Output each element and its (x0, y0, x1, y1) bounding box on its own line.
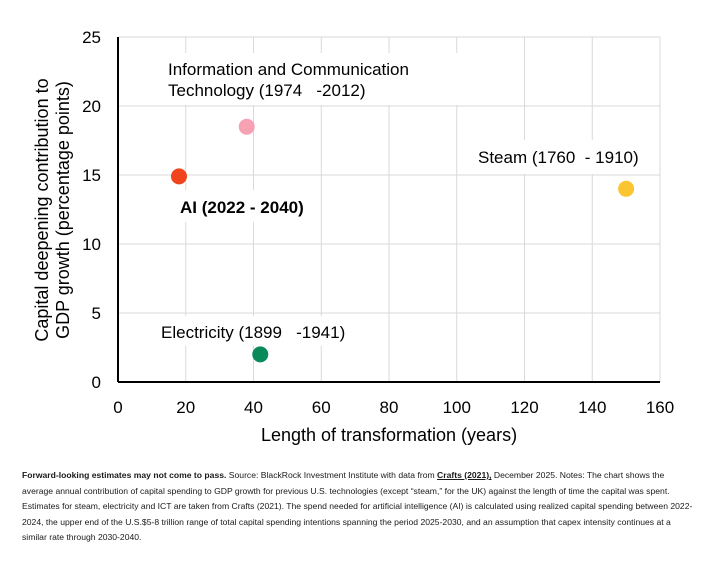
y-tick-label: 0 (92, 373, 101, 392)
label-background (472, 140, 658, 174)
x-tick-label: 60 (312, 398, 331, 417)
y-tick-label: 15 (82, 166, 101, 185)
y-tick-label: 5 (92, 304, 101, 323)
point-label: Electricity (1899 -1941) (161, 323, 345, 342)
data-point (170, 168, 187, 185)
label-background (155, 316, 370, 346)
x-axis-title: Length of transformation (years) (261, 425, 517, 445)
data-point (252, 346, 269, 363)
data-point (238, 118, 255, 135)
point-label: AI (2022 - 2040) (180, 198, 304, 217)
x-tick-label: 120 (510, 398, 538, 417)
x-tick-label: 0 (113, 398, 122, 417)
point-label: Steam (1760 - 1910) (478, 148, 639, 167)
y-tick-label: 25 (82, 28, 101, 47)
x-tick-label: 140 (578, 398, 606, 417)
label-backgrounds (155, 53, 658, 346)
footnote-citation-link[interactable]: Crafts (2021), (437, 470, 492, 480)
x-tick-label: 100 (443, 398, 471, 417)
gridlines (118, 36, 661, 382)
footnote-source: Source: BlackRock Investment Institute w… (226, 470, 438, 480)
x-tick-label: 20 (176, 398, 195, 417)
y-tick-label: 10 (82, 235, 101, 254)
y-axis-title: Capital deepening contribution toGDP gro… (32, 78, 73, 341)
footnote: Forward-looking estimates may not come t… (22, 468, 694, 546)
tick-labels: 0 20 40 60 80 100 120 140 160 0 5 10 15 20 25 (82, 28, 674, 417)
point-label: Information and Communication Technology … (168, 60, 409, 100)
data-point (618, 180, 635, 197)
label-background (162, 53, 480, 105)
footnote-disclaimer: Forward-looking estimates may not come t… (22, 470, 227, 480)
data-points (170, 118, 635, 363)
y-tick-label: 20 (82, 97, 101, 116)
footnote-notes: December 2025. Notes: The chart shows th… (22, 470, 693, 542)
x-tick-label: 160 (646, 398, 674, 417)
x-tick-label: 40 (244, 398, 263, 417)
point-labels: AI (2022 - 2040) Information and Communic… (161, 60, 639, 342)
scatter-chart: 0 20 40 60 80 100 120 140 160 0 5 10 15 20 25 AI (2022… (32, 28, 674, 445)
x-tick-label: 80 (380, 398, 399, 417)
axes (117, 37, 660, 383)
label-background (178, 190, 318, 222)
